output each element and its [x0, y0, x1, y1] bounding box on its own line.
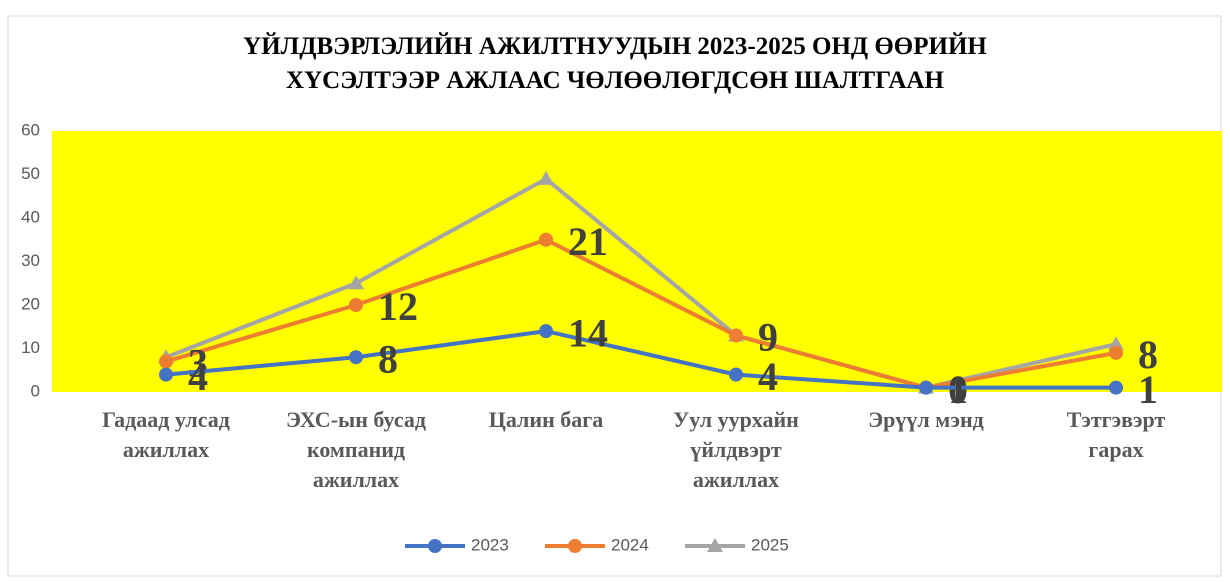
data-label: 8: [378, 336, 398, 381]
x-tick-label: Гадаад улсад ажиллах: [102, 407, 230, 462]
x-tick-label: Эрүүл мэнд: [868, 407, 984, 432]
x-label-box: ЭХС-ын бусад компанид ажиллах: [285, 407, 427, 492]
marker: [159, 354, 173, 369]
chart-title: ҮЙЛДВЭРЛЭЛИЙН АЖИЛТНУУДЫН 2023-2025 ОНД …: [243, 33, 987, 94]
marker: [348, 275, 364, 290]
data-label: 8: [1138, 332, 1158, 377]
data-label: 21: [568, 219, 608, 264]
marker: [349, 298, 363, 312]
title-box: ҮЙЛДВЭРЛЭЛИЙН АЖИЛТНУУДЫН 2023-2025 ОНД …: [243, 33, 987, 94]
marker: [539, 324, 553, 339]
marker: [729, 328, 743, 343]
x-label-box: Эрүүл мэнд: [868, 407, 984, 432]
y-tick-label: 30: [21, 251, 40, 270]
x-label-box: Тэтгэвэрт гарах: [1066, 407, 1166, 462]
y-tick-label: 0: [31, 381, 40, 400]
x-tick-label: Цалин бага: [488, 407, 604, 432]
data-label: 3: [188, 341, 208, 386]
series-line: [165, 237, 1117, 390]
x-label-box: Гадаад улсад ажиллах: [102, 407, 230, 462]
marker: [919, 380, 933, 395]
data-label: 9: [758, 315, 778, 360]
marker: [539, 232, 553, 247]
marker: [729, 367, 743, 382]
data-label: 4: [188, 354, 208, 399]
x-tick-label: Тэтгэвэрт гарах: [1066, 407, 1166, 462]
data-label: 4: [758, 354, 778, 399]
marker: [1109, 345, 1123, 360]
legend-label: 2023: [471, 535, 509, 554]
marker: [568, 539, 582, 553]
x-tick-label: Уул уурхайн үйлдвэрт ажиллах: [673, 407, 799, 492]
legend-label: 2024: [611, 535, 649, 554]
marker: [159, 367, 173, 382]
data-label: 12: [378, 284, 418, 329]
y-tick-label: 60: [21, 120, 40, 139]
y-tick-label: 40: [21, 207, 40, 226]
series-line: [165, 329, 1116, 390]
marker: [349, 350, 363, 365]
data-label: 1: [1138, 367, 1158, 412]
data-label: 14: [568, 310, 608, 355]
data-label: 1: [948, 367, 968, 412]
y-tick-label: 20: [21, 294, 40, 313]
plot-area: [52, 131, 1222, 392]
marker: [428, 539, 442, 553]
marker: [1109, 380, 1123, 395]
y-tick-label: 10: [21, 338, 40, 357]
marker: [1108, 336, 1124, 351]
marker: [707, 538, 723, 552]
y-tick-label: 50: [21, 164, 40, 183]
x-label-box: Цалин бага: [488, 407, 604, 432]
marker: [538, 170, 554, 185]
x-tick-label: ЭХС-ын бусад компанид ажиллах: [285, 407, 427, 492]
x-label-box: Уул уурхайн үйлдвэрт ажиллах: [673, 407, 799, 492]
legend-label: 2025: [751, 535, 789, 554]
